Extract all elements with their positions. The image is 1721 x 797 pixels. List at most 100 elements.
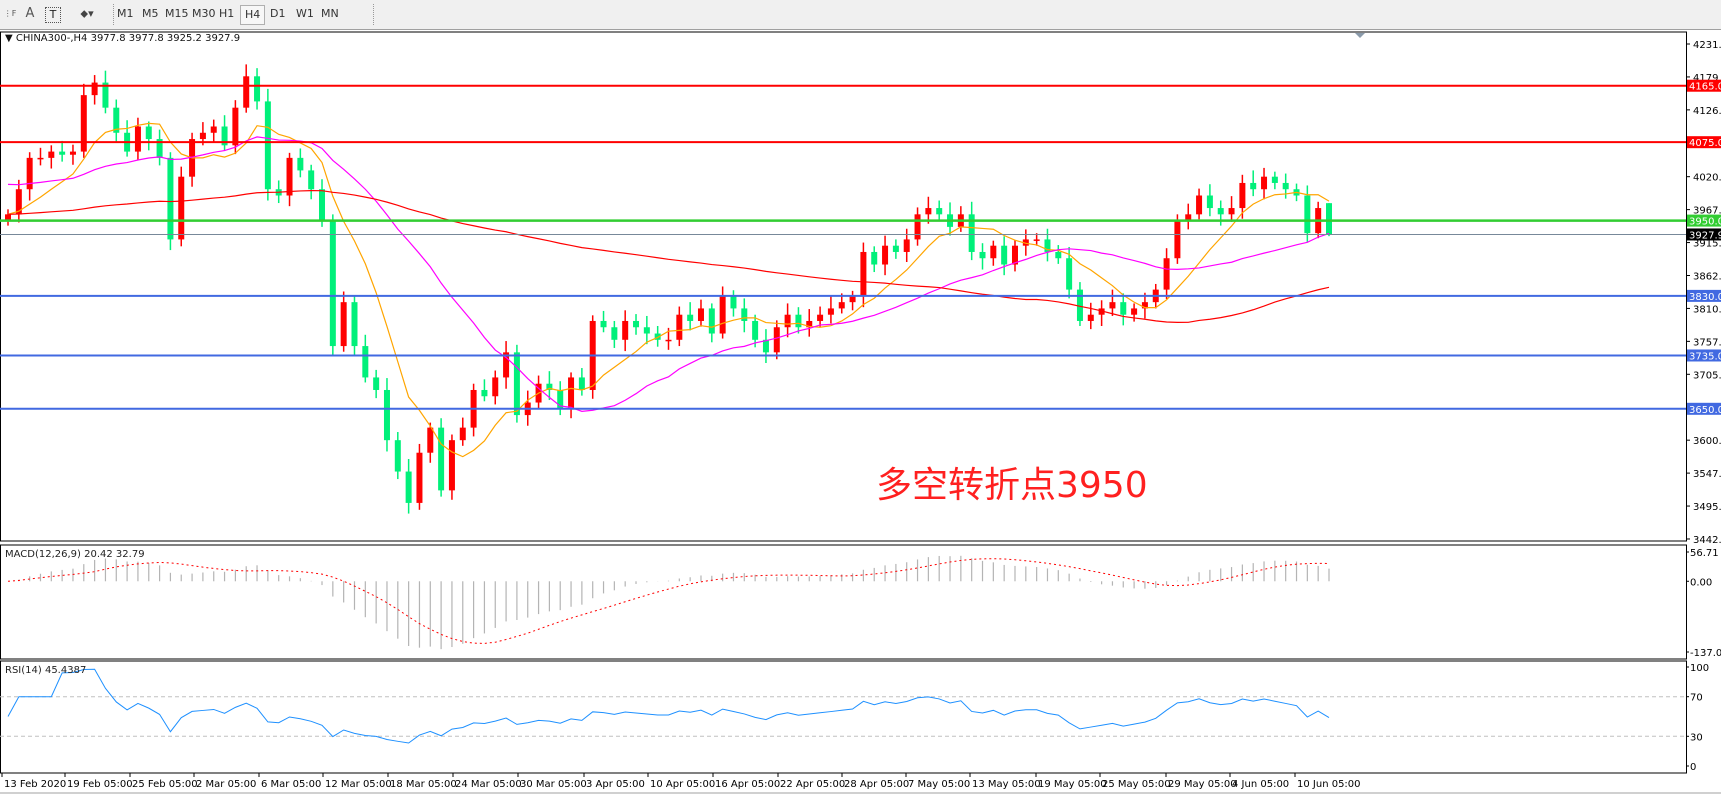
bull-candle (784, 314, 791, 328)
bull-candle (827, 308, 834, 315)
y-tick-label: 3442.5 (1693, 535, 1721, 546)
bear-candle (600, 320, 607, 328)
bear-candle (481, 389, 488, 397)
timeframe-mn-button[interactable]: MN (321, 7, 339, 20)
bear-candle (871, 251, 878, 265)
timeframe-h1-button[interactable]: H1 (219, 7, 235, 20)
timeframe-m1-button[interactable]: M1 (117, 7, 134, 20)
bull-candle (15, 189, 22, 215)
bull-candle (806, 320, 813, 328)
bull-candle (492, 377, 499, 397)
bull-candle (1098, 308, 1105, 315)
text-label-icon[interactable]: T (45, 7, 61, 23)
bear-candle (1250, 182, 1257, 190)
bull-candle (1141, 302, 1148, 309)
timeframe-m5-button[interactable]: M5 (142, 7, 159, 20)
x-tick-label: 10 Jun 05:00 (1297, 779, 1361, 790)
rsi-tick-label: 70 (1690, 693, 1703, 704)
rsi-tick-label: 30 (1690, 732, 1703, 743)
bull-candle (622, 320, 629, 340)
bear-candle (1206, 195, 1213, 209)
support-level-tag (1687, 402, 1721, 415)
bear-candle (394, 440, 401, 472)
y-tick-label: 3967.5 (1693, 206, 1721, 217)
bear-candle (319, 189, 326, 221)
bull-candle (697, 308, 704, 321)
bear-candle (438, 427, 445, 491)
bear-candle (611, 327, 618, 340)
chart-title: ▼ CHINA300-,H4 3977.8 3977.8 3925.2 3927… (5, 33, 240, 44)
mid-moving-average-line (7, 136, 1330, 412)
timeframe-w1-button[interactable]: W1 (296, 7, 314, 20)
bull-candle (134, 126, 141, 152)
bull-candle (1131, 308, 1138, 315)
x-tick-label: 28 Apr 05:00 (844, 779, 909, 790)
bull-candle (568, 377, 575, 409)
bull-candle (925, 208, 932, 215)
bear-candle (1120, 302, 1127, 315)
bull-candle (80, 95, 87, 152)
timeframe-m15-button[interactable]: M15 (165, 7, 189, 20)
bear-candle (59, 151, 66, 155)
shapes-icon[interactable]: ⬥▾ (80, 7, 94, 20)
x-tick-label: 13 Feb 2020 (4, 779, 66, 790)
bear-candle (892, 245, 899, 252)
collapse-triangle-icon[interactable]: ▼ (5, 33, 16, 44)
bear-candle (654, 333, 661, 340)
bear-candle (936, 208, 943, 215)
bull-candle (665, 339, 672, 342)
bull-candle (1239, 182, 1246, 209)
bull-candle (719, 295, 726, 334)
macd-pane-frame (0, 544, 1687, 660)
toolbar-separator (113, 4, 115, 25)
properties-icon[interactable]: ⋮F (3, 9, 17, 18)
bull-candle (26, 157, 33, 190)
x-tick-label: 2 Mar 05:00 (196, 779, 256, 790)
resistance-level-label: 4075.0 (1689, 138, 1721, 149)
text-icon[interactable]: A (25, 6, 35, 21)
current-level-tag (1687, 228, 1721, 241)
macd-tick-label: 56.71 (1690, 548, 1719, 559)
bull-candle (448, 440, 455, 491)
x-tick-label: 7 May 05:00 (908, 779, 970, 790)
x-tick-label: 6 Mar 05:00 (261, 779, 321, 790)
y-tick-label: 4179.0 (1693, 73, 1721, 84)
timeframe-h4-button[interactable]: H4 (240, 5, 266, 25)
bear-candle (1044, 239, 1051, 252)
bear-candle (1076, 289, 1083, 321)
bull-candle (37, 157, 44, 160)
x-tick-label: 19 Feb 05:00 (67, 779, 133, 790)
slow-moving-average-line (7, 190, 1330, 323)
bear-candle (687, 314, 694, 321)
timeframe-d1-button[interactable]: D1 (270, 7, 286, 20)
bull-candle (1087, 314, 1094, 321)
x-tick-label: 25 Feb 05:00 (132, 779, 198, 790)
bear-candle (405, 471, 412, 503)
support-level-label: 3830.0 (1689, 292, 1721, 303)
x-tick-label: 24 Mar 05:00 (455, 779, 522, 790)
bear-candle (1326, 203, 1332, 235)
y-tick-label: 3915.0 (1693, 239, 1721, 250)
rsi-tick-label: 0 (1690, 762, 1696, 773)
y-tick-label: 4126.5 (1693, 106, 1721, 117)
macd-label: MACD(12,26,9) 20.42 32.79 (5, 549, 145, 560)
bear-candle (254, 76, 261, 102)
bull-candle (838, 302, 845, 309)
bull-candle (91, 82, 98, 96)
bull-candle (1033, 239, 1040, 241)
timeframe-m30-button[interactable]: M30 (192, 7, 216, 20)
bear-candle (308, 170, 315, 190)
support-level-tag (1687, 289, 1721, 302)
bull-candle (210, 126, 217, 133)
bear-candle (1304, 195, 1311, 234)
bull-candle (1261, 176, 1268, 190)
y-tick-label: 3600.0 (1693, 436, 1721, 447)
chart-title-text: CHINA300-,H4 3977.8 3977.8 3925.2 3927.9 (15, 33, 241, 44)
y-tick-label: 3810.0 (1693, 304, 1721, 315)
bull-candle (427, 427, 434, 453)
bull-candle (286, 157, 293, 196)
bear-candle (264, 101, 271, 190)
bull-candle (178, 176, 185, 240)
bear-candle (1055, 251, 1062, 259)
